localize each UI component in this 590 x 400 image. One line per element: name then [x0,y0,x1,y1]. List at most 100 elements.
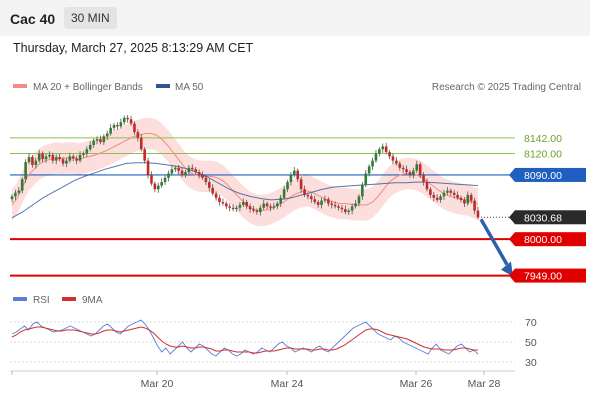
candle-body [330,203,334,205]
rsi-line [11,319,479,357]
x-axis-label: Mar 26 [400,378,433,390]
candle-body [95,139,99,141]
rsi-tick-label: 50 [525,337,537,349]
candle-body [177,167,180,171]
candle-body [238,204,242,208]
candle-body [435,197,439,200]
candle-body [41,153,44,160]
rsi-panel: 70 50 30 [10,317,537,369]
candle-body [85,149,89,154]
rsi-legend-swatch [13,297,27,301]
candle-body [245,202,249,207]
instrument-name: Cac 40 [10,11,56,27]
candle-body [153,183,157,190]
candle-body [105,133,109,137]
candle-body [228,206,231,208]
candle-body [82,153,85,155]
candle-body [20,179,24,191]
rsi-tick-label: 70 [525,317,537,329]
candle-body [466,194,470,204]
interval-button[interactable]: 30 MIN [64,7,117,29]
candle-body [320,200,323,205]
candle-body [34,160,38,165]
rsi-ma-line [11,326,478,354]
candle-body [10,196,14,200]
candle-body [456,194,459,198]
candle-body [241,202,245,205]
x-axis-label: Mar 24 [271,378,304,390]
candle-body [65,160,68,164]
candle-body [265,203,269,207]
candle-body [463,199,466,204]
candle-body [432,194,436,198]
candle-body [347,210,351,213]
level-label-box [515,210,586,225]
chart-timestamp: Thursday, March 27, 2025 8:13:29 AM CET [13,41,254,55]
candle-body [381,146,385,150]
candle-body [276,203,279,207]
level-label: 8030.68 [524,212,562,224]
candle-body [27,157,31,163]
candle-body [133,123,136,133]
candle-body [459,197,463,200]
ma20-line [11,133,479,212]
candle-body [112,124,116,128]
candle-body [388,152,391,157]
bollinger-bands [12,117,478,227]
level-label: 8142.00 [524,133,562,145]
candle-body [194,169,197,173]
candle-body [221,202,225,204]
level-label-box [515,167,586,182]
candle-body [357,196,361,204]
candle-body [293,170,296,175]
candle-body [259,207,262,213]
candle-body [378,149,381,154]
candle-body [412,170,415,175]
rsi-tick-label: 30 [525,357,537,369]
x-axis-label: Mar 28 [468,378,501,390]
candle-body [51,154,55,161]
candle-body [350,206,354,211]
candle-body [473,200,476,211]
candle-body [102,136,106,143]
candle-body [374,153,378,161]
level-label: 7949.00 [524,271,562,283]
candle-body [109,127,112,134]
candle-body [129,119,133,124]
ma20-legend-swatch [13,84,27,88]
candle-body [323,199,327,201]
candle-body [180,170,184,175]
candle-body [340,207,344,210]
candle-body [354,203,357,207]
candle-body [99,139,102,143]
candle-body [163,177,167,183]
candle-body [146,160,150,175]
candle-body [429,189,432,195]
candle-body [48,154,51,157]
ma50-legend-swatch [156,84,170,88]
candle-body [313,199,317,203]
candle-body [361,184,364,197]
candle-body [439,196,442,200]
candle-body [167,173,170,178]
ma20-legend-label: MA 20 + Bollinger Bands [33,82,143,93]
candle-body [214,193,218,198]
price-levels [10,137,515,277]
candle-body [116,124,119,127]
candle-body [310,196,313,200]
candle-body [449,190,453,193]
candle-body [122,117,126,123]
candle-body [344,209,347,213]
candle-body [316,202,320,205]
candle-body [364,173,368,185]
candlesticks [10,114,480,220]
candle-body [173,167,177,170]
candle-body [143,149,146,161]
candle-body [367,166,371,174]
candle-body [272,206,276,208]
candle-body [395,160,398,164]
candle-body [337,206,340,208]
candle-body [333,204,337,207]
candle-body [262,203,266,208]
